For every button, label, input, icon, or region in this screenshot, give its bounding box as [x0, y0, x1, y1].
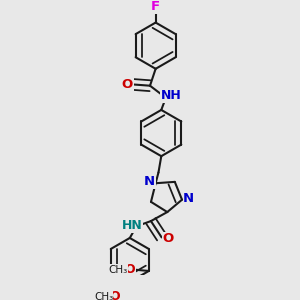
Text: O: O	[110, 290, 121, 300]
Text: N: N	[183, 192, 194, 205]
Text: O: O	[124, 263, 135, 276]
Text: CH₃: CH₃	[94, 292, 113, 300]
Text: N: N	[144, 175, 155, 188]
Text: F: F	[151, 0, 160, 13]
Text: NH: NH	[161, 89, 182, 102]
Text: CH₃: CH₃	[109, 265, 128, 275]
Text: O: O	[162, 232, 173, 245]
Text: O: O	[122, 78, 133, 91]
Text: HN: HN	[122, 219, 142, 232]
